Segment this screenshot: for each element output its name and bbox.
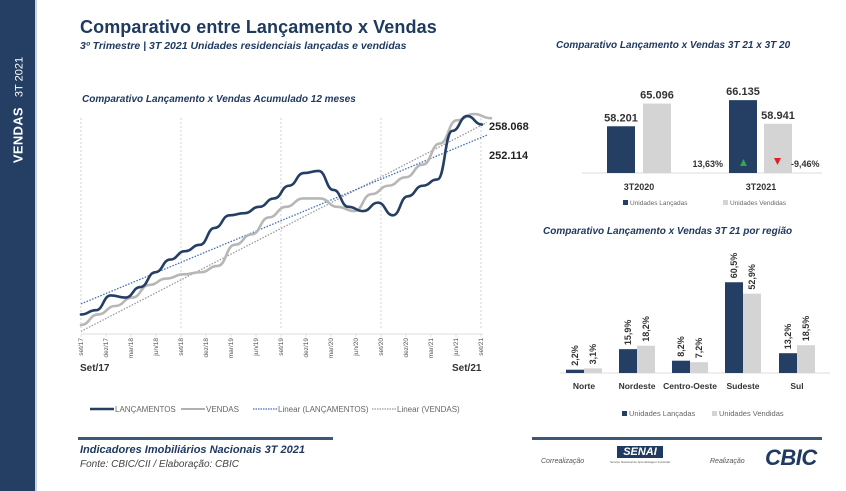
sidebar-label: VENDAS 3T 2021 xyxy=(11,57,26,163)
x-tick-label: set/21 xyxy=(478,338,485,356)
x-tick-label: set/20 xyxy=(378,338,385,356)
legend-vendas-label: VENDAS xyxy=(206,405,239,414)
change-label-lancadas: 13,63% xyxy=(692,159,723,169)
sidebar: VENDAS 3T 2021 xyxy=(0,0,37,491)
up-arrow-icon xyxy=(740,159,747,166)
x-tick-label: mar/18 xyxy=(128,338,135,359)
bar-unidades-lançadas xyxy=(566,369,584,373)
x-category-label: Centro-Oeste xyxy=(663,381,717,391)
bar-value-label: 13,2% xyxy=(783,324,793,350)
realizacao-label: Realização xyxy=(710,458,745,465)
legend-lancadas-swatch xyxy=(622,411,627,416)
page-title: Comparativo entre Lançamento x Vendas xyxy=(80,17,437,37)
bar-value-label: 15,9% xyxy=(623,320,633,346)
bar-unidades-lançadas xyxy=(672,360,690,373)
bar-unidades-vendidas xyxy=(764,123,792,173)
x-tick-label: dez/18 xyxy=(203,338,210,358)
end-value-lancamentos: 252.114 xyxy=(489,150,529,162)
x-tick-label: set/19 xyxy=(278,338,285,356)
line-chart-title: Comparativo Lançamento x Vendas Acumulad… xyxy=(82,94,356,105)
end-value-vendas: 258.068 xyxy=(489,121,529,133)
x-tick-label: mar/20 xyxy=(328,338,335,359)
bar-chart-quarter-title: Comparativo Lançamento x Vendas 3T 21 x … xyxy=(556,40,791,51)
legend-linear-lancamentos-label: Linear (LANÇAMENTOS) xyxy=(278,405,369,414)
bar-unidades-vendidas xyxy=(743,293,761,373)
bar-unidades-vendidas xyxy=(643,103,671,173)
series-line-vendas xyxy=(79,112,493,327)
x-end-label: Set/21 xyxy=(452,363,482,374)
x-tick-label: jun/19 xyxy=(253,338,260,357)
bar-unidades-vendidas xyxy=(637,345,655,373)
x-tick-label: set/17 xyxy=(78,338,85,356)
bar-unidades-vendidas xyxy=(584,368,602,373)
x-category-label: Sul xyxy=(790,381,803,391)
footer-divider-left xyxy=(78,437,333,440)
x-tick-label: jun/18 xyxy=(153,338,160,357)
x-tick-label: set/18 xyxy=(178,338,185,356)
x-category-label: Norte xyxy=(573,381,595,391)
bar-value-label: 7,2% xyxy=(694,338,704,359)
bar-value-label: 58.941 xyxy=(761,110,795,122)
legend-vendidas-swatch xyxy=(723,200,728,205)
bar-unidades-lançadas xyxy=(619,349,637,373)
footer-source: Fonte: CBIC/CII / Elaboração: CBIC xyxy=(80,459,239,470)
bar-value-label: 52,9% xyxy=(747,264,757,290)
bar-unidades-lançadas xyxy=(725,282,743,373)
bar-value-label: 2,2% xyxy=(570,345,580,366)
bar-chart-region-title: Comparativo Lançamento x Vendas 3T 21 po… xyxy=(543,226,793,237)
down-arrow-icon xyxy=(774,158,781,165)
legend-lancadas-label: Unidades Lançadas xyxy=(630,200,688,207)
trend-line-vendas xyxy=(80,121,488,332)
footer-title: Indicadores Imobiliários Nacionais 3T 20… xyxy=(80,444,305,456)
bar-value-label: 8,2% xyxy=(676,336,686,357)
legend-vendidas-label: Unidades Vendidas xyxy=(719,409,784,418)
bar-unidades-vendidas xyxy=(797,345,815,373)
sidebar-title: VENDAS xyxy=(10,107,26,164)
legend-lancadas-label: Unidades Lançadas xyxy=(629,409,696,418)
legend-vendidas-label: Unidades Vendidas xyxy=(730,200,787,207)
x-tick-label: dez/17 xyxy=(103,338,110,358)
legend-lancamentos-label: LANÇAMENTOS xyxy=(115,405,176,414)
bar-value-label: 66.135 xyxy=(726,86,760,98)
change-label-vendidas: -9,46% xyxy=(791,159,820,169)
bar-value-label: 3,1% xyxy=(588,344,598,365)
legend-vendidas-swatch xyxy=(712,411,717,416)
bar-unidades-lançadas xyxy=(779,353,797,373)
cbic-logo: CBIC xyxy=(765,445,817,470)
bar-value-label: 18,2% xyxy=(641,316,651,342)
x-tick-label: mar/19 xyxy=(228,338,235,359)
bar-unidades-vendidas xyxy=(690,362,708,373)
bar-value-label: 58.201 xyxy=(604,112,638,124)
legend-lancadas-swatch xyxy=(623,200,628,205)
trend-line-lancamentos xyxy=(80,134,488,305)
x-tick-label: jun/20 xyxy=(353,338,360,357)
x-tick-label: mar/21 xyxy=(428,338,435,359)
legend-linear-vendas-label: Linear (VENDAS) xyxy=(397,405,460,414)
x-start-label: Set/17 xyxy=(80,363,110,374)
x-tick-label: dez/19 xyxy=(303,338,310,358)
sidebar-period: 3T 2021 xyxy=(13,56,26,98)
bar-unidades-lançadas xyxy=(729,100,757,173)
series-line-lancamentos xyxy=(79,114,484,316)
x-category-label: 3T2020 xyxy=(624,182,655,192)
x-category-label: Nordeste xyxy=(619,381,656,391)
bar-value-label: 65.096 xyxy=(640,90,674,102)
x-category-label: Sudeste xyxy=(726,381,759,391)
senai-logo-subtitle: Serviço Nacional de Aprendizagem Industr… xyxy=(610,460,670,464)
x-tick-label: dez/20 xyxy=(403,338,410,358)
x-tick-label: jun/21 xyxy=(453,338,460,357)
x-category-label: 3T2021 xyxy=(746,182,777,192)
senai-logo: SENAI xyxy=(617,446,663,458)
footer-divider-right xyxy=(532,437,822,440)
page-subtitle: 3º Trimestre | 3T 2021 Unidades residenc… xyxy=(80,40,407,52)
bar-value-label: 60,5% xyxy=(729,253,739,279)
bar-value-label: 18,5% xyxy=(801,316,811,342)
bar-unidades-lançadas xyxy=(607,126,635,173)
correalizacao-label: Correalização xyxy=(541,458,585,465)
